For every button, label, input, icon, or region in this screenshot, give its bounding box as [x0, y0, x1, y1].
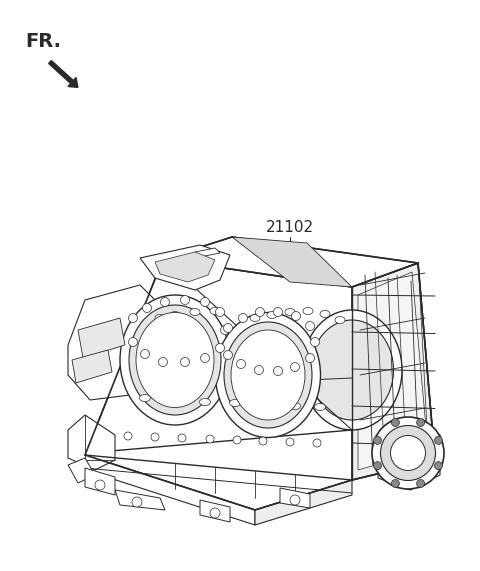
Ellipse shape	[155, 315, 165, 321]
Ellipse shape	[216, 312, 321, 437]
Circle shape	[216, 344, 225, 352]
Circle shape	[313, 439, 321, 447]
Circle shape	[274, 367, 283, 376]
Polygon shape	[195, 248, 220, 257]
Circle shape	[434, 436, 443, 444]
Polygon shape	[115, 490, 165, 510]
Circle shape	[180, 296, 190, 304]
Circle shape	[132, 497, 142, 507]
Ellipse shape	[250, 315, 260, 321]
Text: 21102: 21102	[266, 220, 314, 235]
Ellipse shape	[303, 308, 313, 315]
Circle shape	[233, 436, 241, 444]
Circle shape	[255, 308, 264, 316]
Ellipse shape	[260, 401, 271, 408]
Circle shape	[305, 353, 314, 363]
Polygon shape	[85, 259, 352, 510]
Ellipse shape	[381, 425, 435, 481]
Circle shape	[143, 304, 152, 312]
Circle shape	[305, 321, 314, 331]
Polygon shape	[200, 500, 230, 522]
Polygon shape	[85, 468, 115, 495]
Ellipse shape	[285, 308, 295, 316]
Circle shape	[160, 297, 169, 307]
Polygon shape	[85, 455, 255, 525]
Polygon shape	[140, 245, 230, 290]
Ellipse shape	[190, 308, 200, 316]
Polygon shape	[68, 285, 155, 400]
Circle shape	[391, 419, 399, 427]
Circle shape	[178, 434, 186, 442]
Circle shape	[237, 360, 245, 368]
Circle shape	[291, 312, 300, 320]
Ellipse shape	[267, 312, 277, 319]
Ellipse shape	[314, 404, 325, 411]
Circle shape	[129, 337, 137, 347]
Circle shape	[311, 337, 320, 347]
Ellipse shape	[210, 308, 220, 315]
Circle shape	[391, 480, 399, 488]
Polygon shape	[280, 488, 310, 508]
Polygon shape	[352, 263, 435, 480]
Ellipse shape	[289, 403, 300, 409]
Circle shape	[373, 436, 382, 444]
Circle shape	[95, 480, 105, 490]
Circle shape	[434, 461, 443, 469]
Circle shape	[206, 435, 214, 443]
Circle shape	[417, 480, 425, 488]
Polygon shape	[72, 350, 112, 383]
Circle shape	[417, 419, 425, 427]
Polygon shape	[232, 237, 352, 287]
Polygon shape	[163, 237, 418, 287]
Circle shape	[201, 353, 209, 363]
Ellipse shape	[224, 322, 312, 428]
Polygon shape	[378, 420, 440, 490]
Circle shape	[220, 325, 229, 335]
Ellipse shape	[169, 396, 180, 404]
Circle shape	[180, 357, 190, 367]
Circle shape	[239, 313, 248, 323]
Polygon shape	[163, 250, 215, 261]
Polygon shape	[255, 480, 352, 525]
Ellipse shape	[200, 399, 211, 405]
Circle shape	[254, 365, 264, 375]
Text: FR.: FR.	[25, 32, 61, 51]
Ellipse shape	[335, 316, 345, 324]
Ellipse shape	[302, 310, 402, 430]
Ellipse shape	[229, 400, 240, 407]
Circle shape	[124, 432, 132, 440]
Circle shape	[373, 461, 382, 469]
Circle shape	[224, 351, 232, 360]
Ellipse shape	[372, 417, 444, 489]
Ellipse shape	[320, 311, 330, 317]
Polygon shape	[78, 318, 125, 358]
Circle shape	[259, 437, 267, 445]
Ellipse shape	[140, 395, 151, 401]
Ellipse shape	[129, 305, 221, 415]
Circle shape	[141, 349, 149, 359]
Polygon shape	[68, 458, 95, 483]
Polygon shape	[358, 272, 428, 470]
FancyArrow shape	[48, 61, 78, 87]
Circle shape	[286, 438, 294, 446]
Circle shape	[201, 297, 209, 307]
Ellipse shape	[136, 312, 214, 408]
Circle shape	[158, 357, 168, 367]
Ellipse shape	[231, 330, 305, 420]
Circle shape	[224, 324, 232, 332]
Circle shape	[290, 495, 300, 505]
Ellipse shape	[170, 312, 180, 319]
Circle shape	[129, 313, 137, 323]
Circle shape	[216, 308, 225, 316]
Circle shape	[210, 508, 220, 518]
Polygon shape	[155, 252, 215, 282]
Circle shape	[151, 433, 159, 441]
Ellipse shape	[120, 295, 230, 425]
Circle shape	[274, 308, 283, 316]
Circle shape	[290, 363, 300, 372]
Ellipse shape	[311, 320, 394, 420]
Polygon shape	[68, 415, 115, 470]
Ellipse shape	[391, 436, 425, 471]
